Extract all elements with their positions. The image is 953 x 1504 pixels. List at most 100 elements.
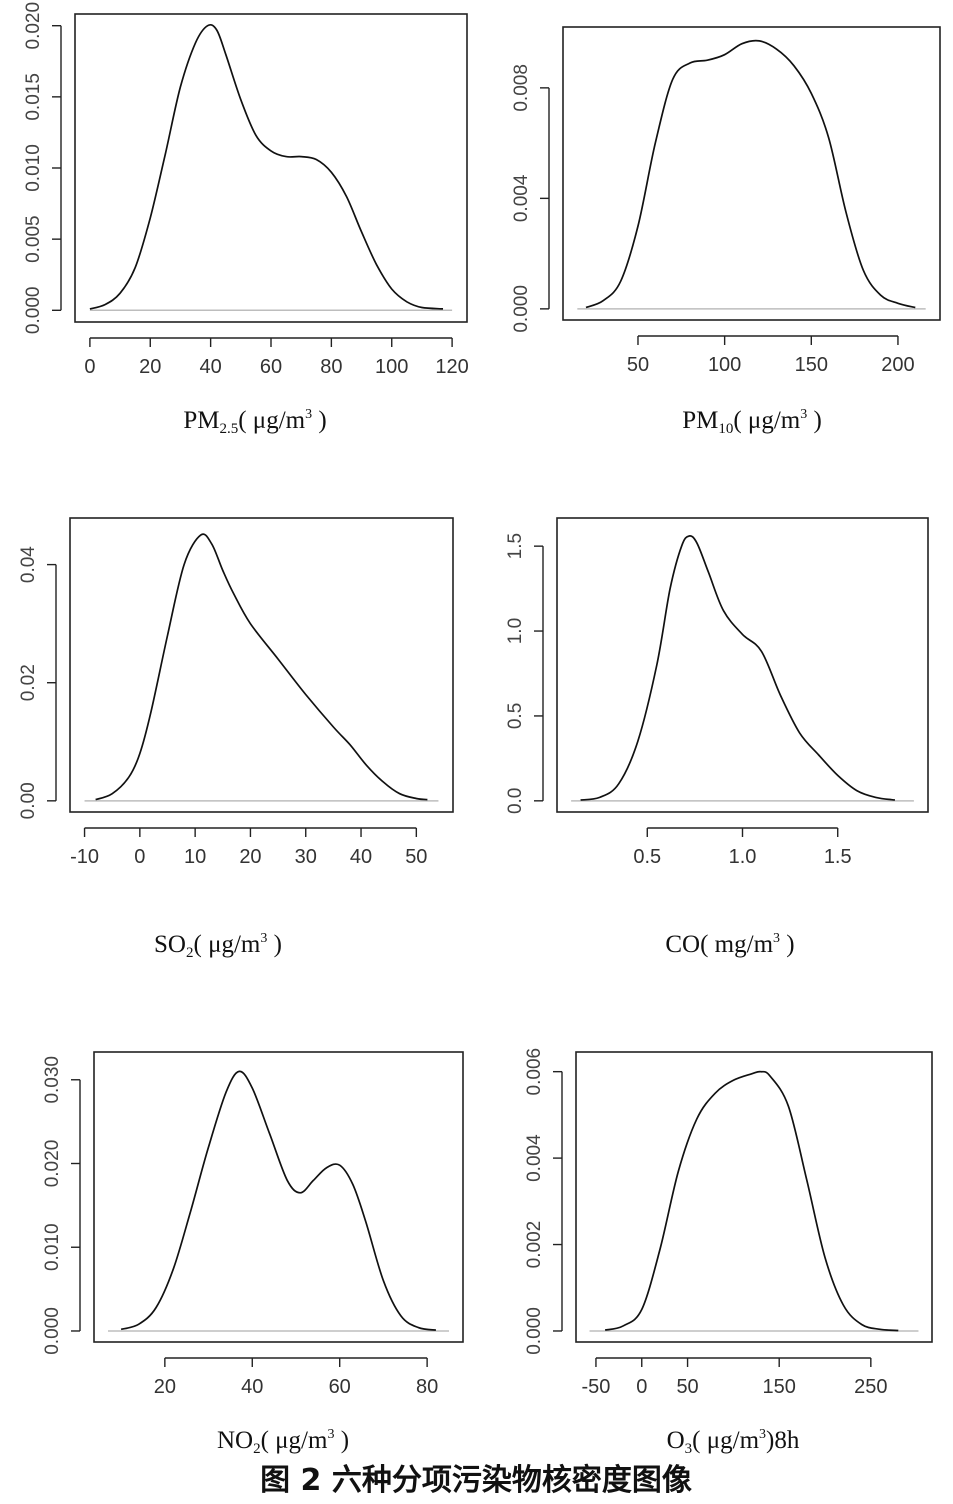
- x-tick-label: 30: [295, 846, 317, 868]
- x-label-subscript: 2: [253, 1441, 261, 1457]
- x-tick-label: 50: [405, 846, 427, 868]
- density-curve: [89, 23, 444, 310]
- x-tick-label: 120: [435, 356, 468, 378]
- x-tick-label: 0: [134, 846, 145, 868]
- x-tick-label: -10: [70, 846, 99, 868]
- plot-frame: [562, 26, 941, 321]
- y-tick-label: 0.015: [23, 73, 44, 121]
- x-label-main: PM: [682, 407, 718, 434]
- x-tick-label: 80: [320, 356, 342, 378]
- x-tick-label: 50: [627, 354, 649, 376]
- x-label-tail: )8h: [766, 1427, 800, 1454]
- y-tick-label: 0.004: [511, 174, 532, 222]
- x-label-tail: ): [267, 931, 282, 958]
- x-label-unit: ( μg/m: [238, 407, 305, 434]
- x-label-superscript: 3: [759, 1427, 766, 1442]
- x-tick-label: 20: [239, 846, 261, 868]
- x-tick-label: 150: [795, 354, 828, 376]
- x-label-unit: ( μg/m: [194, 931, 261, 958]
- x-tick-label: 1.0: [729, 846, 757, 868]
- density-panel: 50 100 150 200 0.000 0.004 0.008 PM10( μg/m3 ): [511, 26, 941, 437]
- y-tick-label: 0.005: [23, 215, 44, 263]
- x-label-main: CO: [665, 931, 700, 958]
- x-tick-label: 1.5: [824, 846, 852, 868]
- y-tick-label: 0.5: [505, 703, 526, 729]
- x-label-main: PM: [183, 407, 219, 434]
- plot-frame: [575, 1051, 933, 1343]
- x-label-subscript: 2.5: [219, 421, 238, 437]
- x-axis-label: CO( mg/m3 ): [665, 931, 794, 958]
- x-label-tail: ): [780, 931, 795, 958]
- x-axis-label: PM10( μg/m3 ): [682, 407, 822, 437]
- x-label-superscript: 3: [800, 407, 807, 422]
- y-tick-label: 0.008: [511, 64, 532, 112]
- y-tick-label: 0.000: [42, 1307, 63, 1355]
- x-tick-label: 80: [416, 1376, 438, 1398]
- x-tick-label: 0: [636, 1376, 647, 1398]
- y-tick-label: 0.000: [511, 285, 532, 333]
- x-label-tail: ): [807, 407, 822, 434]
- x-tick-label: 60: [329, 1376, 351, 1398]
- x-tick-label: 100: [708, 354, 741, 376]
- x-tick-label: 60: [260, 356, 282, 378]
- y-tick-label: 0.006: [524, 1048, 545, 1096]
- y-tick-label: 0.020: [23, 2, 44, 50]
- x-label-subscript: 2: [186, 945, 194, 961]
- y-tick-label: 1.5: [505, 533, 526, 559]
- y-tick-label: 0.000: [524, 1307, 545, 1355]
- density-curve: [580, 535, 896, 801]
- x-label-tail: ): [334, 1427, 349, 1454]
- plot-frame: [556, 517, 929, 813]
- x-tick-label: 200: [881, 354, 914, 376]
- plot-frame: [74, 13, 468, 323]
- y-tick-label: 0.02: [18, 664, 39, 701]
- x-label-superscript: 3: [773, 931, 780, 946]
- x-label-unit: ( μg/m: [261, 1427, 328, 1454]
- x-label-superscript: 3: [327, 1427, 334, 1442]
- x-label-unit: ( mg/m: [700, 931, 773, 958]
- x-label-main: NO: [217, 1427, 253, 1454]
- x-label-unit: ( μg/m: [733, 407, 800, 434]
- x-tick-label: 0.5: [633, 846, 661, 868]
- density-panel: 0 20 40 60 80 100 120 0.000 0.005 0.010 0.015 0.020…: [23, 2, 469, 437]
- x-tick-label: 10: [184, 846, 206, 868]
- x-label-main: SO: [154, 931, 186, 958]
- x-label-main: O: [667, 1427, 685, 1454]
- figure-caption: 图 2 六种分项污染物核密度图像: [260, 1463, 692, 1498]
- density-curve: [95, 533, 428, 801]
- y-tick-label: 0.010: [42, 1223, 63, 1271]
- y-tick-label: 0.020: [42, 1140, 63, 1188]
- density-curve: [120, 1070, 437, 1331]
- y-tick-label: 0.030: [42, 1056, 63, 1104]
- x-label-superscript: 3: [260, 931, 267, 946]
- x-axis-label: PM2.5( μg/m3 ): [183, 407, 326, 437]
- x-label-tail: ): [312, 407, 327, 434]
- x-label-subscript: 10: [718, 421, 733, 437]
- density-panel: 0.5 1.0 1.5 0.0 0.5 1.0 1.5 CO( mg/m3 ): [505, 517, 929, 958]
- x-label-subscript: 3: [685, 1441, 693, 1457]
- y-tick-label: 0.010: [23, 144, 44, 192]
- x-axis-label: O3( μg/m3)8h: [667, 1427, 800, 1457]
- x-tick-label: 40: [200, 356, 222, 378]
- x-tick-label: 100: [375, 356, 408, 378]
- x-axis-label: NO2( μg/m3 ): [217, 1427, 349, 1457]
- x-axis-label: SO2( μg/m3 ): [154, 931, 282, 961]
- plot-frame: [93, 1051, 464, 1343]
- y-tick-label: 0.04: [18, 546, 39, 583]
- y-tick-label: 0.0: [505, 788, 526, 814]
- x-tick-label: 50: [676, 1376, 698, 1398]
- y-tick-label: 0.00: [18, 782, 39, 819]
- x-tick-label: 250: [854, 1376, 887, 1398]
- density-panel: -10 0 10 20 30 40 50 0.00 0.02 0.04 SO2( μg/m3 ): [18, 517, 454, 961]
- x-label-unit: ( μg/m: [692, 1427, 759, 1454]
- x-tick-label: 40: [350, 846, 372, 868]
- y-tick-label: 1.0: [505, 618, 526, 644]
- x-tick-label: 0: [84, 356, 95, 378]
- x-tick-label: -50: [581, 1376, 610, 1398]
- y-tick-label: 0.002: [524, 1221, 545, 1269]
- plot-frame: [69, 517, 454, 813]
- density-panel: 20 40 60 80 0.000 0.010 0.020 0.030 NO2( μg/m3 ): [42, 1051, 464, 1457]
- x-label-superscript: 3: [305, 407, 312, 422]
